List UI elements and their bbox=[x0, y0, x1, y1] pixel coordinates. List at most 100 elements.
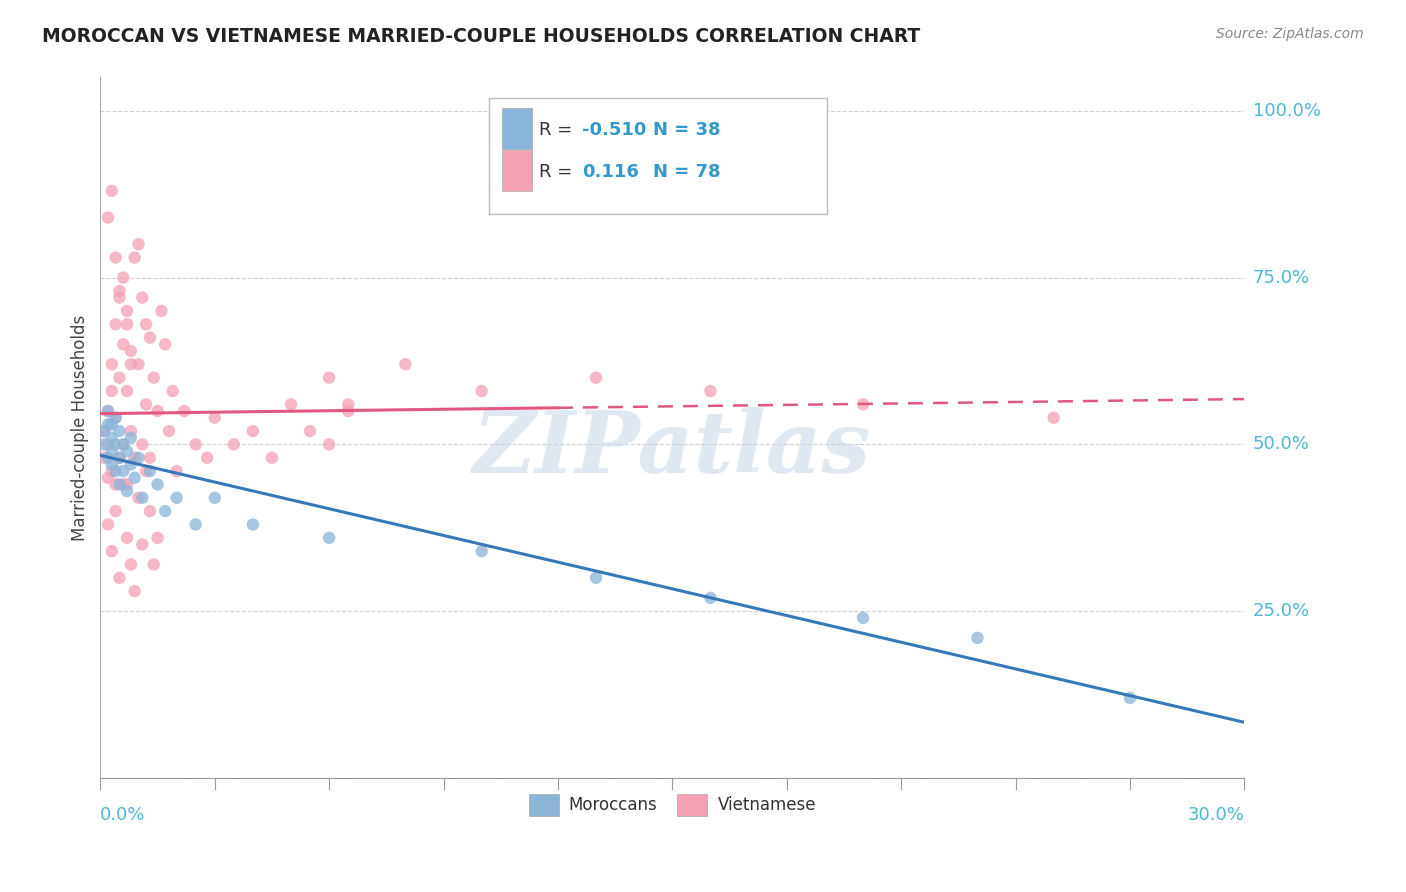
Text: ZIPatlas: ZIPatlas bbox=[474, 407, 872, 491]
Point bbox=[93, 424, 115, 438]
Point bbox=[104, 464, 127, 478]
Point bbox=[135, 318, 157, 332]
Point bbox=[162, 384, 184, 398]
Point bbox=[108, 370, 131, 384]
Point bbox=[120, 558, 142, 572]
Point bbox=[101, 184, 124, 198]
Point bbox=[166, 491, 188, 505]
Point bbox=[101, 431, 124, 445]
Point bbox=[97, 404, 120, 418]
Point bbox=[101, 384, 124, 398]
Point bbox=[120, 458, 142, 472]
Point bbox=[153, 504, 176, 518]
Point bbox=[153, 337, 176, 351]
Point bbox=[146, 531, 169, 545]
Point bbox=[97, 404, 120, 418]
Point bbox=[115, 477, 138, 491]
Text: -0.510: -0.510 bbox=[582, 121, 647, 139]
Point bbox=[101, 544, 124, 558]
FancyBboxPatch shape bbox=[502, 150, 531, 191]
Point bbox=[104, 410, 127, 425]
Point bbox=[966, 631, 988, 645]
Point bbox=[108, 477, 131, 491]
Point bbox=[471, 544, 494, 558]
Point bbox=[131, 291, 153, 305]
Point bbox=[115, 304, 138, 318]
Point bbox=[146, 404, 169, 418]
Text: 50.0%: 50.0% bbox=[1253, 435, 1309, 453]
Point bbox=[157, 424, 180, 438]
Point bbox=[112, 477, 135, 491]
Point bbox=[124, 450, 146, 465]
Point bbox=[195, 450, 218, 465]
Point bbox=[699, 384, 721, 398]
Point bbox=[852, 397, 875, 411]
Point bbox=[101, 444, 124, 458]
Text: 100.0%: 100.0% bbox=[1253, 102, 1320, 120]
Point bbox=[93, 450, 115, 465]
Point bbox=[104, 504, 127, 518]
Point bbox=[318, 437, 340, 451]
Point bbox=[127, 237, 149, 252]
Point bbox=[101, 357, 124, 371]
Point bbox=[115, 384, 138, 398]
Text: 75.0%: 75.0% bbox=[1253, 268, 1310, 286]
Point bbox=[115, 484, 138, 499]
Point bbox=[1119, 690, 1142, 705]
Text: 0.0%: 0.0% bbox=[100, 806, 146, 824]
Point bbox=[112, 270, 135, 285]
Text: R =: R = bbox=[538, 121, 578, 139]
FancyBboxPatch shape bbox=[502, 108, 531, 149]
Point bbox=[184, 437, 207, 451]
Point bbox=[139, 464, 162, 478]
Point bbox=[146, 477, 169, 491]
Point bbox=[131, 537, 153, 551]
Point bbox=[127, 357, 149, 371]
Point bbox=[318, 531, 340, 545]
Text: Source: ZipAtlas.com: Source: ZipAtlas.com bbox=[1216, 27, 1364, 41]
Point bbox=[97, 517, 120, 532]
Point bbox=[139, 504, 162, 518]
Point bbox=[120, 431, 142, 445]
Point bbox=[131, 437, 153, 451]
Point bbox=[108, 571, 131, 585]
Point bbox=[97, 417, 120, 432]
FancyBboxPatch shape bbox=[489, 98, 827, 214]
Point bbox=[166, 464, 188, 478]
Point bbox=[124, 251, 146, 265]
Point bbox=[93, 437, 115, 451]
Point bbox=[124, 471, 146, 485]
Point bbox=[127, 450, 149, 465]
Point bbox=[585, 370, 607, 384]
Point bbox=[260, 450, 283, 465]
Point bbox=[104, 251, 127, 265]
Y-axis label: Married-couple Households: Married-couple Households bbox=[72, 315, 89, 541]
Point bbox=[115, 531, 138, 545]
Point bbox=[150, 304, 173, 318]
Point bbox=[471, 384, 494, 398]
Point bbox=[104, 318, 127, 332]
Point bbox=[337, 397, 360, 411]
Point bbox=[135, 397, 157, 411]
Point bbox=[299, 424, 322, 438]
Text: 30.0%: 30.0% bbox=[1188, 806, 1244, 824]
Point bbox=[318, 370, 340, 384]
Point bbox=[131, 491, 153, 505]
Point bbox=[242, 424, 264, 438]
Point bbox=[139, 450, 162, 465]
Point bbox=[124, 584, 146, 599]
Point bbox=[104, 437, 127, 451]
Point bbox=[173, 404, 195, 418]
Point bbox=[222, 437, 245, 451]
Point bbox=[108, 450, 131, 465]
Point bbox=[142, 558, 165, 572]
Point bbox=[139, 331, 162, 345]
Text: N = 38: N = 38 bbox=[652, 121, 720, 139]
Point bbox=[1042, 410, 1064, 425]
Point bbox=[101, 417, 124, 432]
Point bbox=[280, 397, 302, 411]
Point bbox=[120, 424, 142, 438]
Point bbox=[204, 410, 226, 425]
Point bbox=[97, 450, 120, 465]
Point bbox=[204, 491, 226, 505]
